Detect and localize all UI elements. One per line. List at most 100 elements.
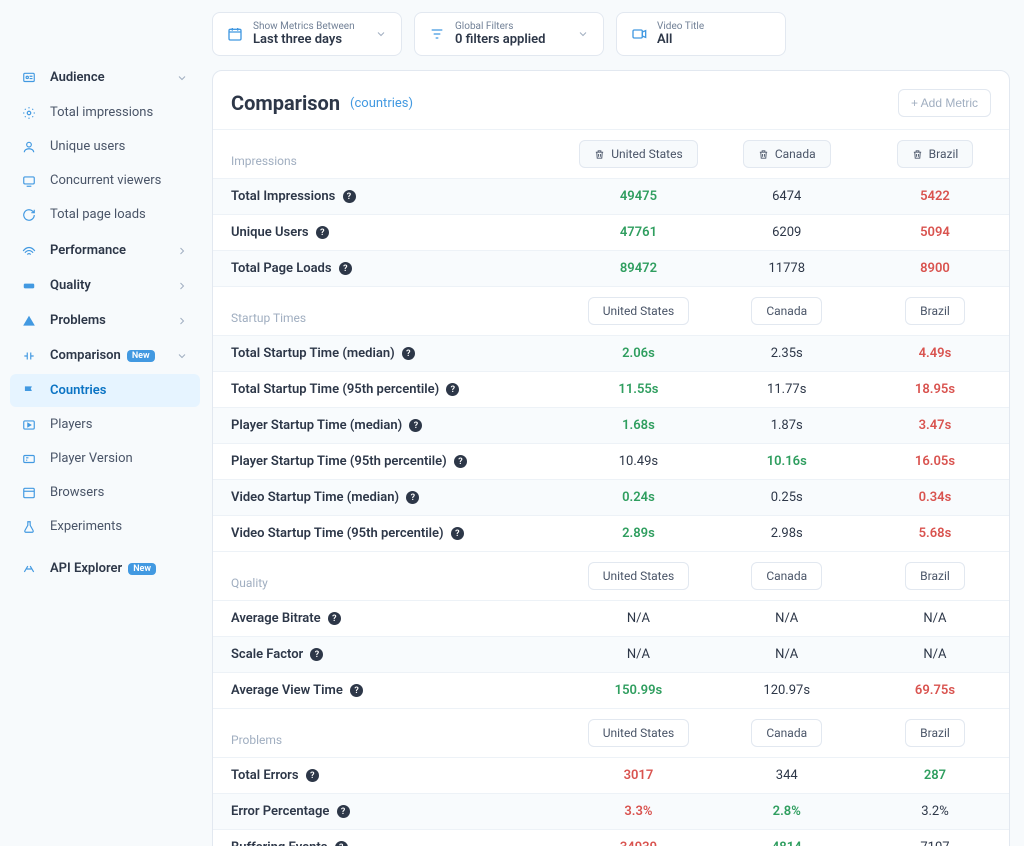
- nav-page-loads[interactable]: Total page loads: [10, 198, 200, 231]
- metric-value: 6474: [713, 179, 861, 215]
- nav-audience[interactable]: Audience: [10, 60, 200, 95]
- metric-value: N/A: [713, 637, 861, 673]
- metric-label: Player Startup Time (95th percentile) ?: [213, 444, 564, 480]
- nav-item-label: Unique users: [50, 139, 125, 154]
- chevron-right-icon: [176, 315, 188, 327]
- filter-video-title[interactable]: Video Title All: [616, 12, 786, 56]
- help-icon[interactable]: ?: [335, 841, 348, 846]
- metric-value: 5422: [861, 179, 1009, 215]
- country-header-button[interactable]: Brazil: [897, 140, 974, 168]
- add-metric-button[interactable]: + Add Metric: [898, 89, 991, 117]
- nav-item-label: Players: [50, 417, 92, 432]
- metric-value: 2.89s: [564, 516, 712, 552]
- country-header-button[interactable]: United States: [588, 562, 689, 590]
- country-header-button[interactable]: United States: [588, 297, 689, 325]
- metric-label: Buffering Events ?: [213, 830, 564, 846]
- help-icon[interactable]: ?: [343, 190, 356, 203]
- version-icon: [22, 452, 40, 466]
- nav-browsers[interactable]: Browsers: [10, 476, 200, 509]
- help-icon[interactable]: ?: [402, 347, 415, 360]
- country-header-button[interactable]: Canada: [751, 719, 822, 747]
- filter-global[interactable]: Global Filters 0 filters applied: [414, 12, 604, 56]
- viewers-icon: [22, 174, 40, 188]
- metric-label: Video Startup Time (95th percentile) ?: [213, 516, 564, 552]
- nav-unique-users[interactable]: Unique users: [10, 130, 200, 163]
- country-name: Brazil: [920, 726, 950, 740]
- help-icon[interactable]: ?: [451, 527, 464, 540]
- country-header-button[interactable]: United States: [588, 719, 689, 747]
- help-icon[interactable]: ?: [310, 648, 323, 661]
- metric-label: Scale Factor ?: [213, 637, 564, 673]
- metric-value: 11778: [713, 251, 861, 287]
- help-icon[interactable]: ?: [316, 226, 329, 239]
- nav-players[interactable]: Players: [10, 408, 200, 441]
- country-header-button[interactable]: Brazil: [905, 562, 965, 590]
- metric-value: N/A: [713, 601, 861, 637]
- country-header-button[interactable]: Brazil: [905, 719, 965, 747]
- metric-value: 3.3%: [564, 794, 712, 830]
- metric-value: 11.77s: [713, 372, 861, 408]
- quality-icon: [22, 279, 40, 293]
- metric-value: 18.95s: [861, 372, 1009, 408]
- country-name: Canada: [766, 726, 807, 740]
- metric-value: 3.47s: [861, 408, 1009, 444]
- metric-value: 6209: [713, 215, 861, 251]
- metric-value: 3.2%: [861, 794, 1009, 830]
- nav-problems[interactable]: Problems: [10, 303, 200, 338]
- nav-item-label: Player Version: [50, 451, 133, 466]
- audience-icon: [22, 71, 40, 85]
- metric-value: 11.55s: [564, 372, 712, 408]
- help-icon[interactable]: ?: [409, 419, 422, 432]
- metric-value: 5094: [861, 215, 1009, 251]
- nav-comparison[interactable]: Comparison New: [10, 338, 200, 373]
- country-header-button[interactable]: Canada: [751, 562, 822, 590]
- help-icon[interactable]: ?: [446, 383, 459, 396]
- country-header-button[interactable]: Canada: [751, 297, 822, 325]
- country-name: Brazil: [920, 569, 950, 583]
- nav-api-explorer[interactable]: API Explorer New: [10, 551, 200, 586]
- flask-icon: [22, 520, 40, 534]
- flag-icon: [22, 384, 40, 398]
- section-label: Startup Times: [213, 287, 564, 336]
- filter-icon: [429, 26, 445, 42]
- metric-label: Average View Time ?: [213, 673, 564, 709]
- badge-new: New: [128, 563, 156, 575]
- nav-player-version[interactable]: Player Version: [10, 442, 200, 475]
- comparison-table: ImpressionsUnited StatesCanadaBrazilTota…: [213, 129, 1009, 846]
- help-icon[interactable]: ?: [406, 491, 419, 504]
- filter-metrics-range[interactable]: Show Metrics Between Last three days: [212, 12, 402, 56]
- browser-icon: [22, 486, 40, 500]
- country-name: United States: [603, 569, 674, 583]
- metric-label: Total Startup Time (95th percentile) ?: [213, 372, 564, 408]
- nav-audience-label: Audience: [50, 70, 105, 85]
- help-icon[interactable]: ?: [339, 262, 352, 275]
- country-name: Canada: [766, 304, 807, 318]
- metric-value: 4814: [713, 830, 861, 846]
- metric-value: 3017: [564, 758, 712, 794]
- help-icon[interactable]: ?: [454, 455, 467, 468]
- metric-value: N/A: [861, 601, 1009, 637]
- reload-icon: [22, 208, 40, 222]
- nav-countries[interactable]: Countries: [10, 374, 200, 407]
- nav-total-impressions[interactable]: Total impressions: [10, 96, 200, 129]
- chevron-down-icon: [375, 28, 387, 40]
- help-icon[interactable]: ?: [350, 684, 363, 697]
- help-icon[interactable]: ?: [337, 805, 350, 818]
- nav-experiments[interactable]: Experiments: [10, 510, 200, 543]
- help-icon[interactable]: ?: [306, 769, 319, 782]
- nav-concurrent-viewers[interactable]: Concurrent viewers: [10, 164, 200, 197]
- metric-value: 2.8%: [713, 794, 861, 830]
- country-header-button[interactable]: Brazil: [905, 297, 965, 325]
- country-name: Canada: [775, 147, 816, 161]
- country-name: United States: [603, 304, 674, 318]
- main-content: Show Metrics Between Last three days Glo…: [210, 0, 1024, 846]
- nav-quality[interactable]: Quality: [10, 268, 200, 303]
- metric-value: 8900: [861, 251, 1009, 287]
- nav-performance[interactable]: Performance: [10, 233, 200, 268]
- country-header-button[interactable]: United States: [579, 140, 697, 168]
- country-header-button[interactable]: Canada: [743, 140, 831, 168]
- help-icon[interactable]: ?: [328, 612, 341, 625]
- chevron-right-icon: [176, 245, 188, 257]
- trash-icon: [594, 149, 605, 160]
- nav-comparison-label: Comparison: [50, 348, 121, 363]
